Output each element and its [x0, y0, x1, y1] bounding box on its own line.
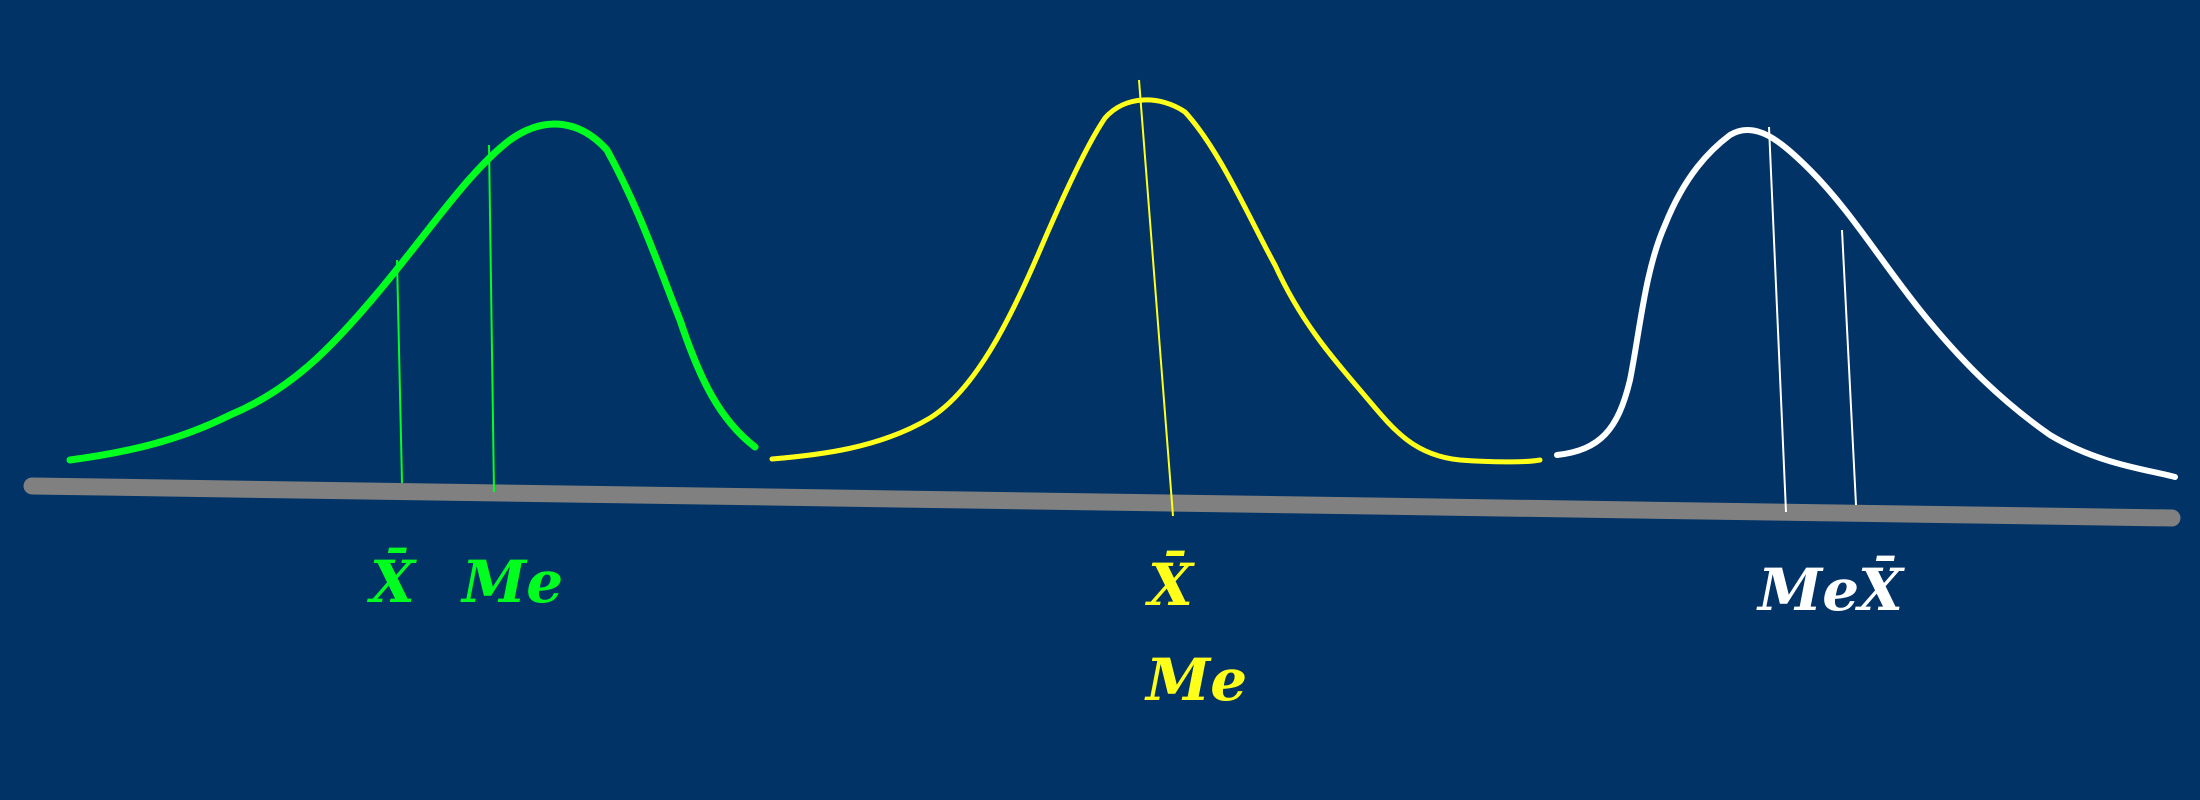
right-mean-line	[1841, 229, 1857, 506]
symmetric-distribution: X̄ Me	[769, 79, 1543, 714]
symmetric-curve	[769, 97, 1543, 465]
left-skewed-distribution: X̄ Me	[66, 120, 759, 616]
left-median-line	[488, 144, 495, 493]
right-skewed-distribution: Me X̄	[1554, 126, 2178, 624]
horizontal-axis	[23, 477, 2181, 527]
left-median-label: Me	[460, 548, 563, 616]
left-skewed-curve	[66, 120, 759, 464]
symmetric-mean-median-line	[1138, 79, 1174, 517]
middle-median-label: Me	[1144, 646, 1247, 714]
middle-mean-label: X̄	[1144, 549, 1195, 619]
left-mean-label: X̄	[366, 546, 417, 616]
right-skewed-curve	[1554, 127, 2178, 480]
right-mean-label: X̄	[1854, 554, 1905, 624]
right-median-label: Me	[1756, 556, 1859, 624]
right-median-line	[1768, 126, 1787, 513]
left-mean-line	[396, 259, 403, 484]
